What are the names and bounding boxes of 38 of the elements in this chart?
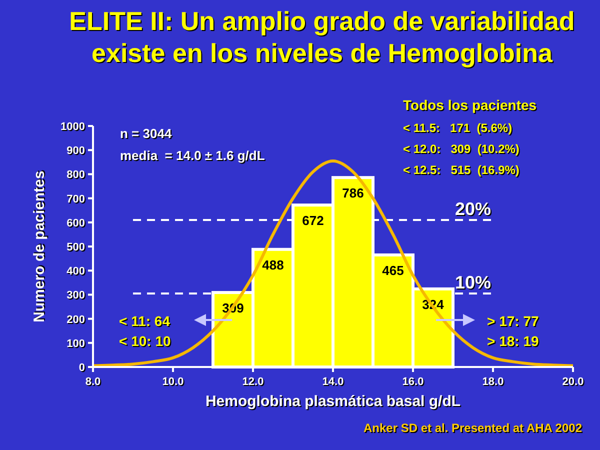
x-tick-label: 10.0 bbox=[162, 376, 184, 388]
annotation: n = 3044 bbox=[120, 126, 172, 141]
x-tick-label: 14.0 bbox=[322, 376, 344, 388]
annotation: < 11.5: 171 (5.6%) bbox=[403, 121, 512, 135]
text: Anker SD et al. Presented at AHA 2002 bbox=[363, 421, 582, 435]
x-tick-label: 18.0 bbox=[482, 376, 504, 388]
y-tick-label: 900 bbox=[66, 145, 85, 158]
x-tick-label: 8.0 bbox=[85, 376, 101, 388]
y-tick-label: 1000 bbox=[60, 121, 85, 133]
annotation: < 10: 10 bbox=[119, 333, 171, 349]
x-tick-label: 16.0 bbox=[402, 376, 424, 388]
data-label: 672 bbox=[302, 213, 324, 228]
annotation: > 17: 77 bbox=[487, 313, 539, 329]
annotation: media = 14.0 ± 1.6 g/dL bbox=[120, 148, 265, 163]
annotation: > 18: 19 bbox=[487, 333, 539, 349]
text: Todos los pacientes bbox=[403, 97, 537, 113]
x-axis-title: Hemoglobina plasmática basal g/dL bbox=[205, 393, 461, 410]
y-tick-label: 200 bbox=[66, 314, 85, 326]
y-tick-label: 0 bbox=[78, 362, 85, 374]
y-tick-label: 600 bbox=[66, 217, 85, 230]
y-tick-label: 100 bbox=[66, 338, 85, 350]
data-label: 465 bbox=[382, 262, 404, 278]
y-tick-label: 700 bbox=[66, 193, 85, 206]
annotation: 20% bbox=[454, 198, 492, 219]
data-label: 786 bbox=[342, 186, 364, 201]
y-tick-label: 500 bbox=[66, 242, 85, 254]
y-tick-label: 800 bbox=[66, 169, 85, 182]
annotation: 10% bbox=[454, 272, 492, 292]
chart-title: ELITE II: Un amplio grado de variabilidad existe en los niveles de Hemoglobina bbox=[69, 6, 575, 68]
x-tick-label: 20.0 bbox=[562, 376, 584, 388]
data-label: 488 bbox=[262, 257, 284, 272]
x-tick-label: 12.0 bbox=[242, 376, 264, 388]
y-axis-title: Numero de pacientes bbox=[31, 170, 48, 322]
annotation: < 11: 64 bbox=[119, 313, 170, 329]
y-tick-label: 300 bbox=[66, 290, 85, 302]
annotation: < 12.5: 515 (16.9%) bbox=[403, 163, 520, 177]
annotation: < 12.0: 309 (10.2%) bbox=[403, 142, 520, 156]
y-tick-label: 400 bbox=[66, 266, 85, 278]
